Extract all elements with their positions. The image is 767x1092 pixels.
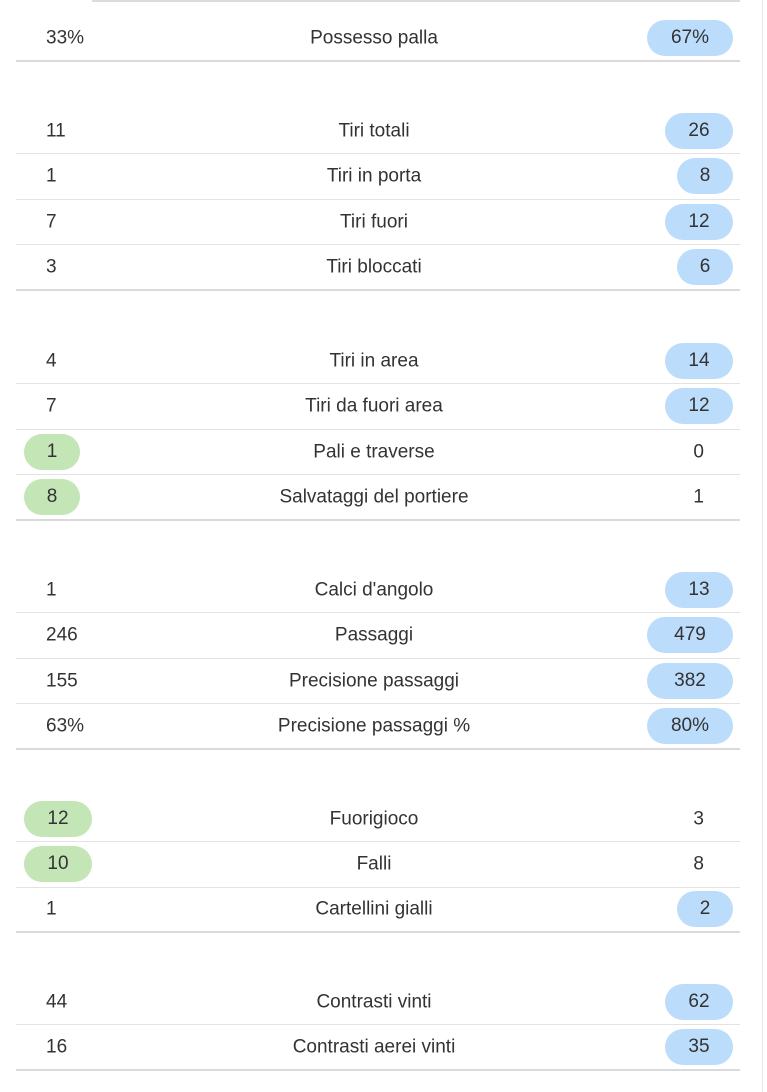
away-value: 1	[693, 486, 704, 508]
home-value: 1	[24, 433, 80, 470]
stat-label: Passaggi	[334, 624, 414, 646]
stat-label: Tiri fuori	[340, 211, 408, 233]
stat-row: 1 Calci d'angolo 13	[16, 567, 740, 613]
home-value: 7	[46, 211, 57, 233]
away-value: 8	[693, 853, 704, 875]
stat-label: Precisione passaggi %	[277, 715, 471, 737]
home-value: 3	[46, 256, 57, 278]
stat-label: Calci d'angolo	[314, 579, 434, 600]
home-value: 246	[46, 624, 78, 646]
away-value: 8	[677, 158, 733, 195]
stat-label: Tiri da fuori area	[305, 395, 443, 417]
home-value: 11	[46, 120, 66, 141]
home-value: 63%	[46, 715, 85, 737]
away-value: 14	[665, 342, 733, 379]
home-value: 10	[24, 846, 92, 883]
stat-label: Salvataggi del portiere	[279, 486, 469, 508]
home-value: 1	[46, 579, 57, 600]
home-value: 12	[24, 800, 92, 837]
away-value: 80%	[647, 707, 733, 744]
top-divider	[92, 0, 740, 2]
stat-label: Possesso palla	[310, 27, 438, 49]
right-edge-divider	[762, 0, 763, 1092]
stat-row: 8 Salvataggi del portiere 1	[16, 475, 740, 521]
stat-label: Contrasti vinti	[316, 991, 432, 1012]
stat-label: Tiri in porta	[326, 165, 422, 187]
away-value: 479	[647, 617, 733, 654]
stat-row: 63% Precisione passaggi % 80%	[16, 704, 740, 750]
home-value: 4	[46, 350, 57, 371]
stat-row: 33% Possesso palla 67%	[16, 16, 740, 62]
away-value: 3	[693, 808, 704, 829]
stat-row: 3 Tiri bloccati 6	[16, 245, 740, 291]
home-value: 16	[46, 1036, 68, 1058]
home-value: 8	[24, 478, 80, 515]
away-value: 2	[677, 891, 733, 928]
home-value: 1	[46, 165, 57, 187]
stat-label: Fuorigioco	[329, 808, 419, 829]
stat-row: 246 Passaggi 479	[16, 613, 740, 659]
stat-label: Contrasti aerei vinti	[292, 1036, 456, 1058]
stat-label: Tiri bloccati	[326, 256, 422, 278]
away-value: 62	[665, 983, 733, 1020]
stat-label: Cartellini gialli	[315, 898, 433, 920]
away-value: 6	[677, 248, 733, 285]
stat-row: 12 Fuorigioco 3	[16, 796, 740, 842]
stat-row: 4 Tiri in area 14	[16, 338, 740, 384]
away-value: 26	[665, 112, 733, 149]
home-value: 1	[46, 898, 57, 920]
stat-row: 16 Contrasti aerei vinti 35	[16, 1025, 740, 1071]
stat-row: 44 Contrasti vinti 62	[16, 979, 740, 1025]
away-value: 0	[693, 441, 704, 463]
stat-row: 7 Tiri da fuori area 12	[16, 384, 740, 430]
stat-row: 1 Cartellini gialli 2	[16, 887, 740, 934]
home-value: 33%	[46, 27, 85, 49]
stat-row: 7 Tiri fuori 12	[16, 199, 740, 246]
away-value: 12	[665, 203, 733, 240]
stat-label: Tiri totali	[338, 120, 410, 141]
stat-row: 1 Tiri in porta 8	[16, 154, 740, 200]
stat-label: Precisione passaggi	[288, 670, 460, 692]
away-value: 12	[665, 388, 733, 425]
away-value: 67%	[647, 20, 733, 56]
stat-row: 10 Falli 8	[16, 842, 740, 888]
stat-label: Falli	[356, 853, 392, 875]
stat-label: Tiri in area	[329, 350, 419, 371]
stat-label: Pali e traverse	[313, 441, 435, 463]
stat-row: 11 Tiri totali 26	[16, 108, 740, 154]
stat-row: 155 Precisione passaggi 382	[16, 658, 740, 705]
away-value: 382	[647, 662, 733, 699]
home-value: 7	[46, 395, 57, 417]
away-value: 13	[665, 571, 733, 608]
home-value: 44	[46, 991, 68, 1012]
home-value: 155	[46, 670, 78, 692]
stat-row: 1 Pali e traverse 0	[16, 429, 740, 476]
away-value: 35	[665, 1028, 733, 1065]
